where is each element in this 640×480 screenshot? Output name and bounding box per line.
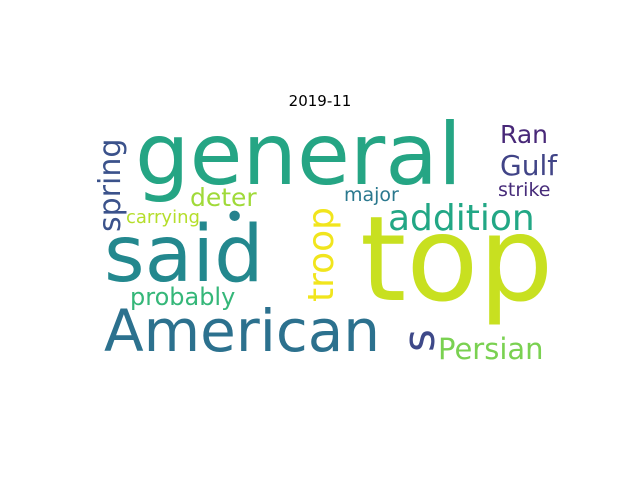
word-deter: deter <box>190 183 257 212</box>
word-probably: probably <box>130 283 236 311</box>
word-spring: spring <box>93 138 128 232</box>
word-top: top <box>360 190 554 328</box>
word-addition: addition <box>388 198 535 239</box>
word-troop: troop <box>301 206 342 302</box>
word-s: s <box>394 329 445 352</box>
word-strike: strike <box>498 179 551 201</box>
word-gulf: Gulf <box>500 149 558 182</box>
word-persian: Persian <box>438 332 544 366</box>
word-general: general <box>135 105 462 205</box>
chart-title: 2019-11 <box>288 92 352 110</box>
word-carrying: carrying <box>126 207 200 228</box>
word-ran: Ran <box>500 120 548 149</box>
word-major: major <box>344 184 399 206</box>
word-said: said <box>104 210 264 300</box>
word-dot: • <box>224 197 246 238</box>
word-american: American <box>104 297 381 365</box>
